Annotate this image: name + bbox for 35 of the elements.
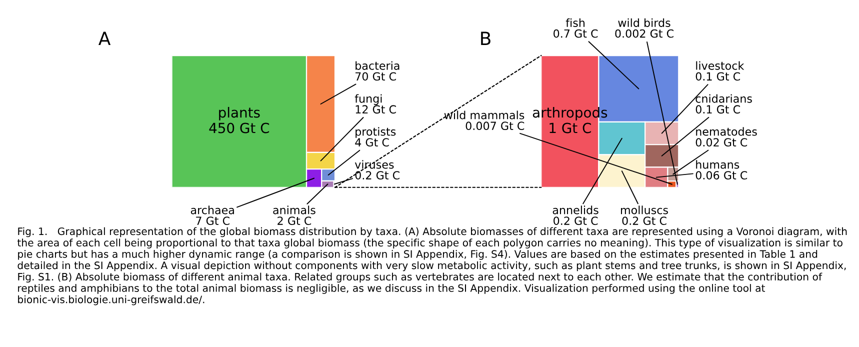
data-label: 70 Gt C	[356, 72, 396, 81]
data-label: 0.02 Gt C	[696, 138, 748, 147]
category-label: livestock	[696, 61, 744, 70]
data-label: 0.2 Gt C	[622, 216, 666, 225]
category-label: molluscs	[620, 206, 668, 214]
category-label: fish	[566, 18, 584, 27]
category-label: wild mammals	[444, 110, 524, 120]
data-label: 2 Gt C	[278, 216, 312, 225]
data-label: 1 Gt C	[550, 122, 591, 134]
data-label: 0.007 Gt C	[466, 122, 524, 130]
data-label: 450 Gt C	[209, 122, 270, 134]
category-label: cnidarians	[696, 94, 752, 103]
text: B	[481, 32, 490, 45]
text: A	[98, 32, 111, 45]
data-label: 0.2 Gt C	[355, 171, 400, 180]
category-label: humans	[696, 160, 740, 169]
category-label: bacteria	[356, 61, 400, 70]
category-label: nematodes	[696, 127, 757, 136]
data-label: 7 Gt C	[196, 216, 230, 225]
category-label: fungi	[354, 94, 382, 105]
category-label: wild birds	[618, 18, 670, 27]
data-label: 0.1 Gt C	[696, 72, 740, 81]
category-label: plants	[219, 106, 260, 120]
data-label: 4 Gt C	[355, 138, 389, 147]
category-label: animals	[273, 206, 316, 214]
data-label: 0.7 Gt C	[554, 29, 598, 38]
data-label: 0.06 Gt C	[696, 171, 748, 180]
category-label: annelids	[552, 206, 598, 214]
data-label: 0.2 Gt C	[554, 216, 598, 225]
data-label: 0.002 Gt C	[615, 29, 674, 38]
data-label: 12 Gt C	[356, 105, 396, 114]
category-label: protists	[356, 127, 396, 138]
caption: Fig. 1. Graphical representation of the global biomass distribution by taxa. (A) Absolute biomasses of different taxa are represented using a Voronoi diagram, with the area of each cell being proportional to that taxa global biomass (the specific shape of each polygon carries no meaning). This type of visualization is similar to pie charts but has a much higher dynamic range (a comparison is shown in SI Appendix, Fig. S4). Values are based on the estimates presented in Table 1 and detailed in the SI Appendix. A visual depiction without components with very slow metabolic activity, such as plant stems and tree trunks, is shown in SI Appendix, Fig. S1. (B) Absolute biomass of different animal taxa. Related groups such as vertebrates are located next to each other. We estimate that the contribution of reptiles and amphibians to the total animal biomass is negligible, as we discuss in the SI Appendix. Visualization performed using the online tool at bionic-vis.biologie.uni-greifswald.de/.	[17, 227, 847, 306]
category-label: archaea	[190, 206, 234, 214]
data-label: 0.1 Gt C	[696, 105, 740, 114]
